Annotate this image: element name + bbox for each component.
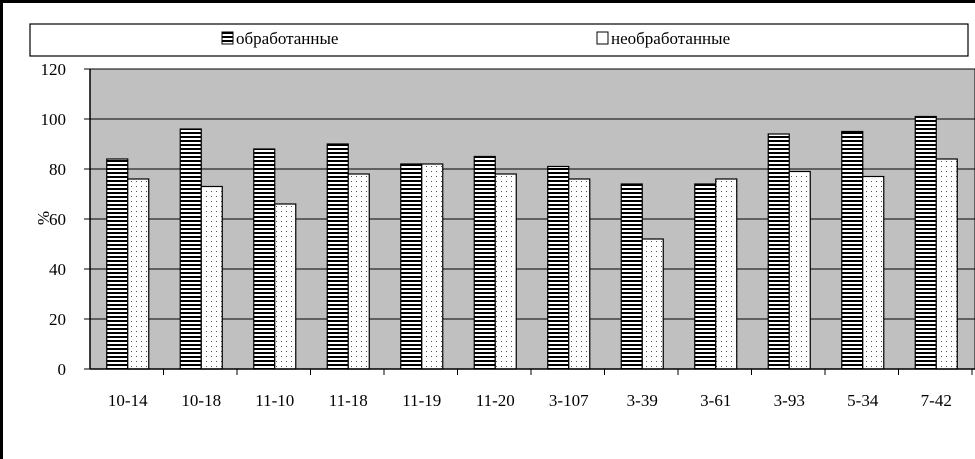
bar-series-1-7-42 (914, 115, 937, 370)
bar-series-1-11-10 (253, 148, 276, 370)
y-tick-label: 40 (49, 260, 66, 279)
legend-swatch-series-2 (596, 31, 609, 45)
legend-label-series-2: необработанные (611, 29, 730, 48)
bar-series-2-3-93 (788, 170, 811, 370)
gridlines (90, 68, 975, 320)
x-tick-label: 5-34 (847, 391, 879, 410)
y-tick-label: 0 (58, 360, 67, 379)
bar-series-1-3-61 (694, 183, 717, 370)
bar-series-2-3-39 (641, 238, 664, 370)
y-tick-label: 120 (41, 60, 67, 79)
bar-series-2-10-14 (127, 178, 150, 370)
bar-series-1-11-19 (400, 163, 423, 370)
x-tick-label: 3-93 (774, 391, 805, 410)
bar-series-1-3-93 (767, 133, 790, 370)
y-tick-label: 80 (49, 160, 66, 179)
x-tick-label: 7-42 (921, 391, 952, 410)
x-tick-label: 11-18 (329, 391, 368, 410)
x-tick-label: 11-19 (402, 391, 441, 410)
bar-series-1-3-107 (547, 165, 570, 370)
bar-series-1-3-39 (620, 183, 643, 370)
legend-box (29, 23, 969, 57)
x-axis: 10-14 10-18 11-10 11-18 11-19 11-20 3-107 3-39 3… (90, 368, 975, 410)
legend-label-series-1: обработанные (236, 29, 338, 48)
bar-series-2-11-20 (494, 173, 517, 370)
x-tick-label: 3-61 (700, 391, 731, 410)
legend-swatch-series-1 (221, 31, 234, 45)
x-tick-label: 3-39 (627, 391, 658, 410)
y-axis-label: % (34, 211, 53, 225)
bar-series-2-11-18 (347, 173, 370, 370)
y-tick-label: 60 (49, 210, 66, 229)
bar-series-2-3-61 (715, 178, 738, 370)
bar-series-1-11-20 (473, 155, 496, 370)
bar-series-1-11-18 (326, 143, 349, 370)
bar-series-2-10-18 (200, 185, 223, 370)
y-axis: 0 20 40 60 80 100 120 (41, 60, 91, 379)
x-tick-label: 11-10 (255, 391, 294, 410)
x-tick-label: 10-14 (108, 391, 148, 410)
x-tick-label: 11-20 (476, 391, 515, 410)
x-tick-label: 3-107 (549, 391, 589, 410)
bar-series-2-11-10 (274, 203, 297, 370)
bar-series-2-7-42 (935, 158, 958, 370)
bar-series-1-10-14 (106, 158, 129, 370)
bars (106, 115, 958, 370)
bar-series-1-10-18 (179, 128, 202, 370)
y-tick-label: 100 (41, 110, 67, 129)
y-tick-label: 20 (49, 310, 66, 329)
bar-series-2-3-107 (568, 178, 591, 370)
legend: обработанные необработанные (29, 23, 969, 57)
bar-series-2-5-34 (862, 175, 885, 370)
x-tick-label: 10-18 (181, 391, 221, 410)
bar-series-1-5-34 (841, 130, 864, 370)
bar-series-2-11-19 (421, 163, 444, 370)
